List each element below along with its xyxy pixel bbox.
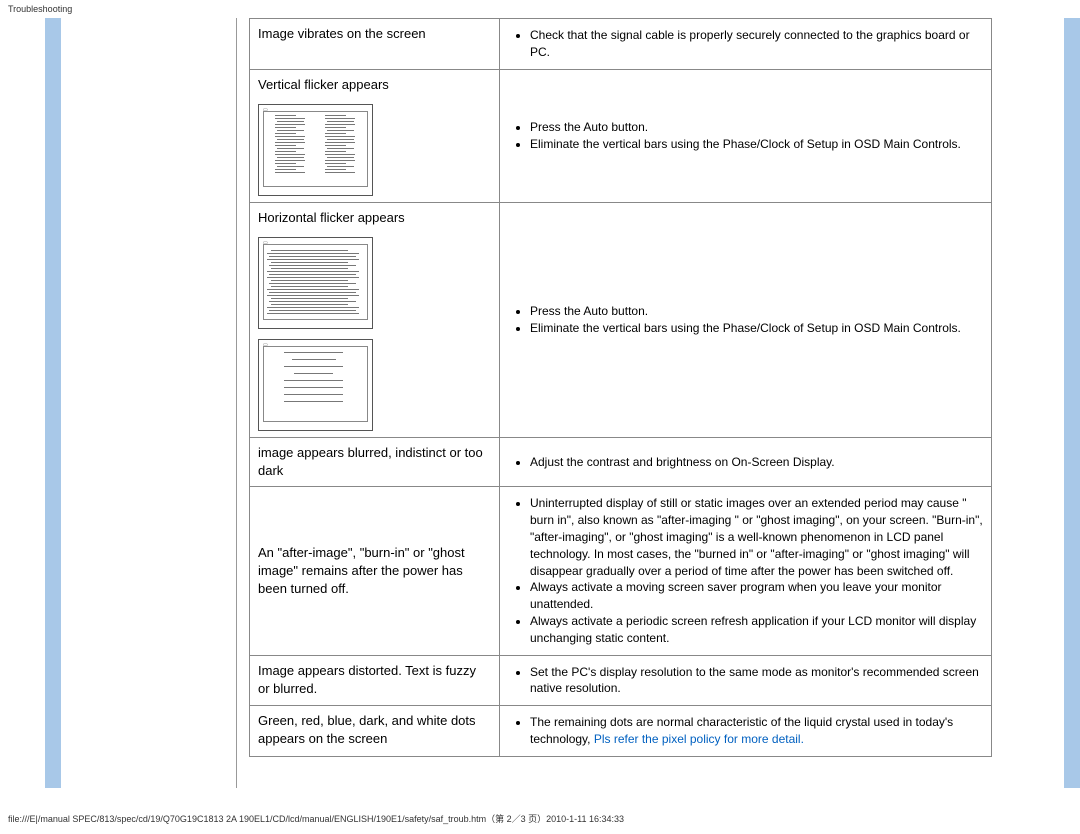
solution-item: Set the PC's display resolution to the s… xyxy=(530,664,983,698)
problem-cell: Image appears distorted. Text is fuzzy o… xyxy=(250,655,500,706)
solution-list: Uninterrupted display of still or static… xyxy=(508,495,983,646)
problem-cell: Green, red, blue, dark, and white dots a… xyxy=(250,706,500,757)
solution-cell: Set the PC's display resolution to the s… xyxy=(500,655,992,706)
problem-text: image appears blurred, indistinct or too… xyxy=(258,445,483,478)
problem-text: Horizontal flicker appears xyxy=(258,210,405,225)
solution-list: Press the Auto button. Eliminate the ver… xyxy=(508,303,983,337)
solution-item: Adjust the contrast and brightness on On… xyxy=(530,454,983,471)
table-row: Green, red, blue, dark, and white dots a… xyxy=(250,706,992,757)
table-row: Horizontal flicker appears ▭ ▭ Press th xyxy=(250,202,992,437)
problem-text: Image vibrates on the screen xyxy=(258,26,426,41)
horizontal-flicker-diagram-dense: ▭ xyxy=(258,237,373,329)
main-layout: Image vibrates on the screen Check that … xyxy=(0,18,1080,788)
problem-text: An "after-image", "burn-in" or "ghost im… xyxy=(258,545,465,596)
content-area: Image vibrates on the screen Check that … xyxy=(236,18,1004,788)
solution-item: Always activate a periodic screen refres… xyxy=(530,613,983,647)
solution-item: Uninterrupted display of still or static… xyxy=(530,495,983,579)
problem-text: Vertical flicker appears xyxy=(258,77,389,92)
solution-list: Set the PC's display resolution to the s… xyxy=(508,664,983,698)
table-row: Image vibrates on the screen Check that … xyxy=(250,19,992,70)
solution-cell: Press the Auto button. Eliminate the ver… xyxy=(500,202,992,437)
right-gap xyxy=(1004,18,1064,788)
page-footer: file:///E|/manual SPEC/813/spec/cd/19/Q7… xyxy=(0,788,1080,833)
table-row: Image appears distorted. Text is fuzzy o… xyxy=(250,655,992,706)
solution-item: Press the Auto button. xyxy=(530,303,983,320)
page-header: Troubleshooting xyxy=(0,0,1080,18)
table-row: An "after-image", "burn-in" or "ghost im… xyxy=(250,487,992,655)
pixel-policy-link[interactable]: Pls refer the pixel policy for more deta… xyxy=(594,732,804,746)
solution-item: Press the Auto button. xyxy=(530,119,983,136)
troubleshooting-table: Image vibrates on the screen Check that … xyxy=(249,18,992,757)
solution-cell: Uninterrupted display of still or static… xyxy=(500,487,992,655)
problem-text: Image appears distorted. Text is fuzzy o… xyxy=(258,663,476,696)
solution-list: Press the Auto button. Eliminate the ver… xyxy=(508,119,983,153)
horizontal-flicker-diagram-sparse: ▭ xyxy=(258,339,373,431)
solution-list: Check that the signal cable is properly … xyxy=(508,27,983,61)
solution-item: Always activate a moving screen saver pr… xyxy=(530,579,983,613)
solution-list: The remaining dots are normal characteri… xyxy=(508,714,983,748)
solution-cell: Check that the signal cable is properly … xyxy=(500,19,992,70)
left-stripe-decoration xyxy=(45,18,61,788)
problem-cell: Vertical flicker appears ▭ xyxy=(250,69,500,202)
problem-text: Green, red, blue, dark, and white dots a… xyxy=(258,713,476,746)
right-stripe-decoration xyxy=(1064,18,1080,788)
solution-item: Check that the signal cable is properly … xyxy=(530,27,983,61)
solution-cell: The remaining dots are normal characteri… xyxy=(500,706,992,757)
solution-cell: Press the Auto button. Eliminate the ver… xyxy=(500,69,992,202)
solution-item: Eliminate the vertical bars using the Ph… xyxy=(530,136,983,153)
solution-list: Adjust the contrast and brightness on On… xyxy=(508,454,983,471)
solution-item: Eliminate the vertical bars using the Ph… xyxy=(530,320,983,337)
problem-cell: Image vibrates on the screen xyxy=(250,19,500,70)
table-row: image appears blurred, indistinct or too… xyxy=(250,437,992,486)
solution-item: The remaining dots are normal characteri… xyxy=(530,714,983,748)
problem-cell: image appears blurred, indistinct or too… xyxy=(250,437,500,486)
left-nav-spacer xyxy=(61,18,236,788)
solution-cell: Adjust the contrast and brightness on On… xyxy=(500,437,992,486)
problem-cell: An "after-image", "burn-in" or "ghost im… xyxy=(250,487,500,655)
table-row: Vertical flicker appears ▭ Press the Aut… xyxy=(250,69,992,202)
problem-cell: Horizontal flicker appears ▭ ▭ xyxy=(250,202,500,437)
vertical-flicker-diagram: ▭ xyxy=(258,104,373,196)
